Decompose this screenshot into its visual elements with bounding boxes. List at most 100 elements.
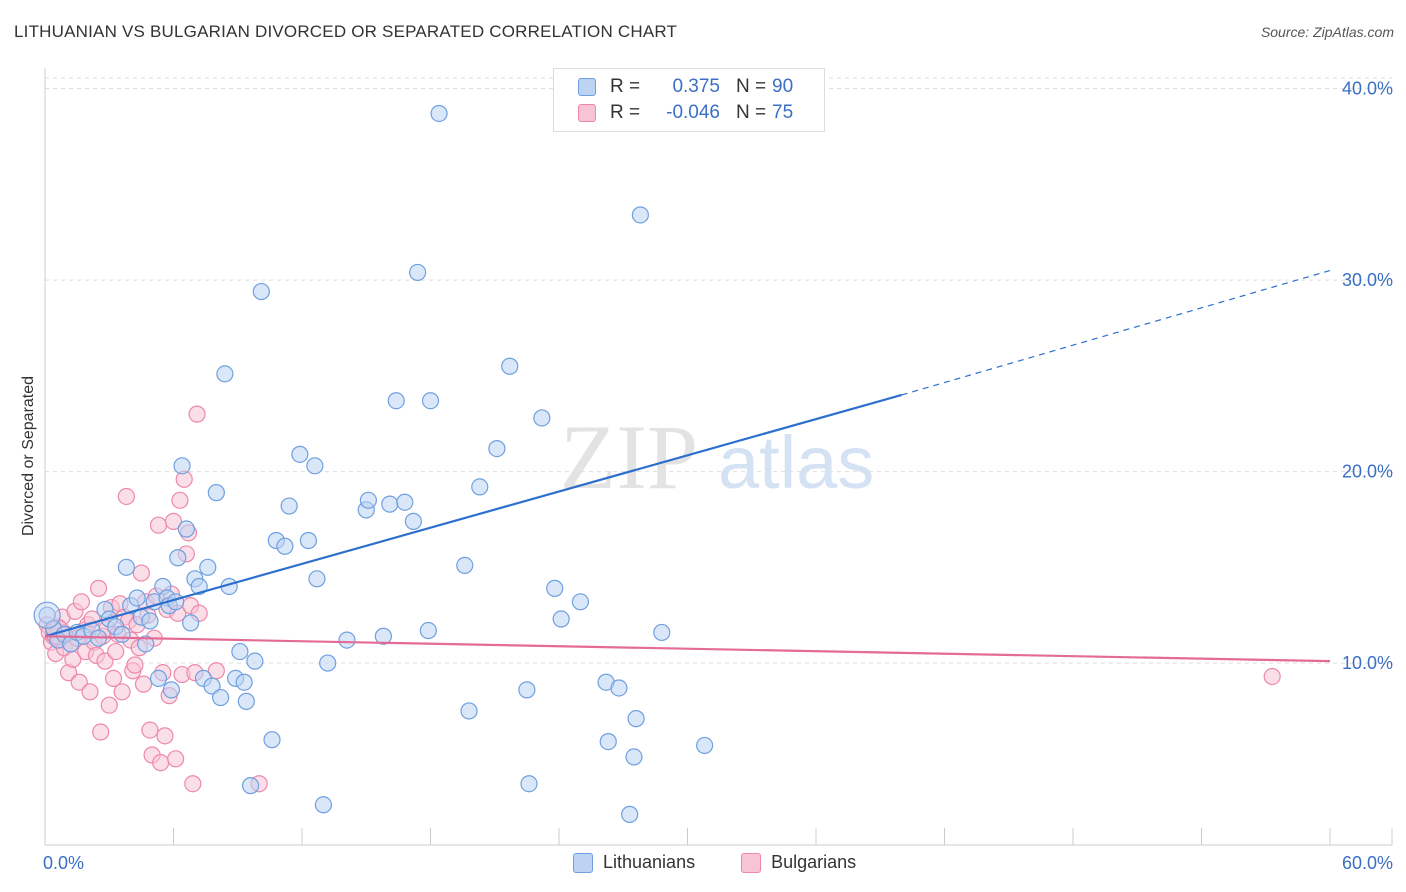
lithuanian-point bbox=[518, 681, 536, 699]
bulgarian-point bbox=[188, 405, 206, 423]
lithuanian-point bbox=[696, 736, 714, 755]
bulgarian-point bbox=[141, 721, 159, 739]
watermark-atlas: atlas bbox=[718, 421, 874, 504]
lithuanian-point bbox=[128, 589, 146, 607]
lithuanian-point bbox=[203, 677, 221, 695]
chart-title: LITHUANIAN VS BULGARIAN DIVORCED OR SEPA… bbox=[14, 22, 678, 41]
bulgarian-point bbox=[126, 656, 144, 674]
lithuanian-point bbox=[404, 512, 422, 530]
lithuanian-point bbox=[501, 357, 519, 375]
lithuanian-point bbox=[533, 409, 551, 427]
grid-lines bbox=[45, 77, 1392, 664]
bulgarian-point bbox=[171, 491, 189, 509]
lithuanian-point bbox=[190, 577, 208, 596]
lithuanian-point bbox=[169, 549, 187, 567]
series-legend-label: Bulgarians bbox=[771, 852, 857, 872]
trend-lines bbox=[44, 269, 1331, 663]
lithuanian-point bbox=[430, 104, 448, 123]
legend-r-value: -0.046 bbox=[666, 102, 720, 123]
lithuanians-points bbox=[33, 81, 787, 823]
lithuanian-point bbox=[207, 484, 225, 502]
bulgarian-point bbox=[1263, 667, 1281, 686]
lithuanian-point bbox=[387, 392, 405, 410]
lithuanian-point bbox=[276, 537, 294, 555]
lithuanian-point bbox=[338, 631, 356, 649]
bulgarian-point bbox=[113, 683, 131, 701]
bulgarian-point bbox=[92, 723, 110, 741]
lithuanian-point bbox=[374, 627, 392, 645]
lithuanian-point bbox=[177, 520, 195, 538]
lithuanian-point bbox=[291, 445, 309, 463]
legend-n-label: N = bbox=[736, 102, 767, 123]
lithuanian-point bbox=[212, 688, 230, 707]
series-legend: Lithuanians Bulgarians bbox=[573, 852, 902, 873]
lithuanian-point bbox=[314, 796, 333, 814]
lithuanian-point bbox=[231, 642, 249, 661]
lithuanians-trend-line bbox=[44, 393, 902, 638]
bulgarian-point bbox=[70, 673, 88, 691]
lithuanian-point bbox=[162, 681, 180, 699]
correlation-legend: R = 0.375 N = 90 R = -0.046 N = 75 bbox=[553, 68, 825, 132]
lithuanian-point bbox=[237, 692, 255, 710]
lithuanian-point bbox=[631, 206, 649, 224]
lithuanian-point bbox=[653, 623, 671, 642]
lithuanian-point bbox=[456, 556, 474, 575]
legend-row-lithuanians: R = 0.375 N = 90 bbox=[578, 75, 802, 99]
lithuanian-point bbox=[252, 282, 270, 301]
lithuanian-point bbox=[141, 612, 159, 630]
series-swatch-lithuanians bbox=[573, 852, 593, 873]
lithuanian-point bbox=[280, 497, 298, 515]
lithuanian-point bbox=[546, 579, 564, 597]
bulgarian-point bbox=[117, 487, 135, 506]
lithuanian-point bbox=[242, 777, 260, 795]
lithuanian-point bbox=[421, 392, 440, 410]
bulgarian-point bbox=[89, 579, 108, 597]
watermark-zip: ZIP bbox=[560, 406, 698, 508]
lithuanian-point bbox=[520, 775, 538, 793]
lithuanian-point bbox=[182, 614, 200, 632]
lithuanian-point bbox=[306, 457, 324, 475]
y-tick-label: 40.0% bbox=[1342, 79, 1393, 99]
source-credit: Source: ZipAtlas.com bbox=[1260, 24, 1394, 40]
lithuanian-point bbox=[149, 669, 168, 687]
lithuanian-point bbox=[396, 493, 414, 511]
legend-n-label: N = bbox=[736, 76, 767, 97]
bulgarian-point bbox=[132, 564, 150, 582]
legend-n-value: 75 bbox=[772, 102, 794, 123]
x-tick-label: 0.0% bbox=[43, 853, 84, 873]
series-legend-bulgarians[interactable]: Bulgarians bbox=[741, 852, 856, 873]
x-tick-label: 60.0% bbox=[1342, 853, 1393, 873]
legend-n-value: 90 bbox=[772, 76, 794, 97]
series-swatch-bulgarians bbox=[741, 852, 762, 873]
legend-row-bulgarians: R = -0.046 N = 75 bbox=[578, 101, 802, 125]
tick-labels: 10.0% 20.0% 30.0% 40.0% 0.0% 60.0% bbox=[43, 79, 1393, 873]
bulgarian-point bbox=[134, 675, 153, 693]
y-tick-label: 10.0% bbox=[1342, 653, 1393, 673]
bulgarians-trend-line bbox=[44, 635, 1331, 663]
y-tick-label: 20.0% bbox=[1342, 462, 1393, 482]
bulgarian-point bbox=[96, 652, 114, 670]
lithuanian-point bbox=[552, 610, 570, 628]
lithuanian-point bbox=[113, 625, 131, 643]
lithuanian-point bbox=[319, 654, 337, 672]
series-legend-lithuanians[interactable]: Lithuanians bbox=[573, 852, 695, 873]
lithuanian-point bbox=[381, 495, 399, 513]
watermark: ZIP atlas bbox=[560, 406, 874, 508]
bulgarian-point bbox=[149, 516, 168, 534]
lithuanian-point bbox=[199, 558, 217, 576]
lithuanian-point bbox=[299, 531, 318, 550]
lithuanian-point bbox=[627, 710, 645, 728]
y-tick-label: 30.0% bbox=[1342, 270, 1393, 290]
lithuanian-point bbox=[409, 263, 427, 282]
lithuanian-point bbox=[599, 732, 617, 751]
bulgarian-point bbox=[184, 775, 202, 793]
lithuanian-point bbox=[621, 805, 639, 823]
bulgarian-point bbox=[156, 727, 174, 745]
lithuanian-point bbox=[625, 748, 643, 766]
bulgarian-point bbox=[167, 750, 185, 768]
lithuanian-point bbox=[263, 731, 281, 749]
legend-r-label: R = bbox=[610, 76, 641, 97]
lithuanian-point bbox=[419, 621, 437, 640]
bulgarian-point bbox=[81, 683, 99, 701]
lithuanian-point bbox=[117, 558, 135, 576]
